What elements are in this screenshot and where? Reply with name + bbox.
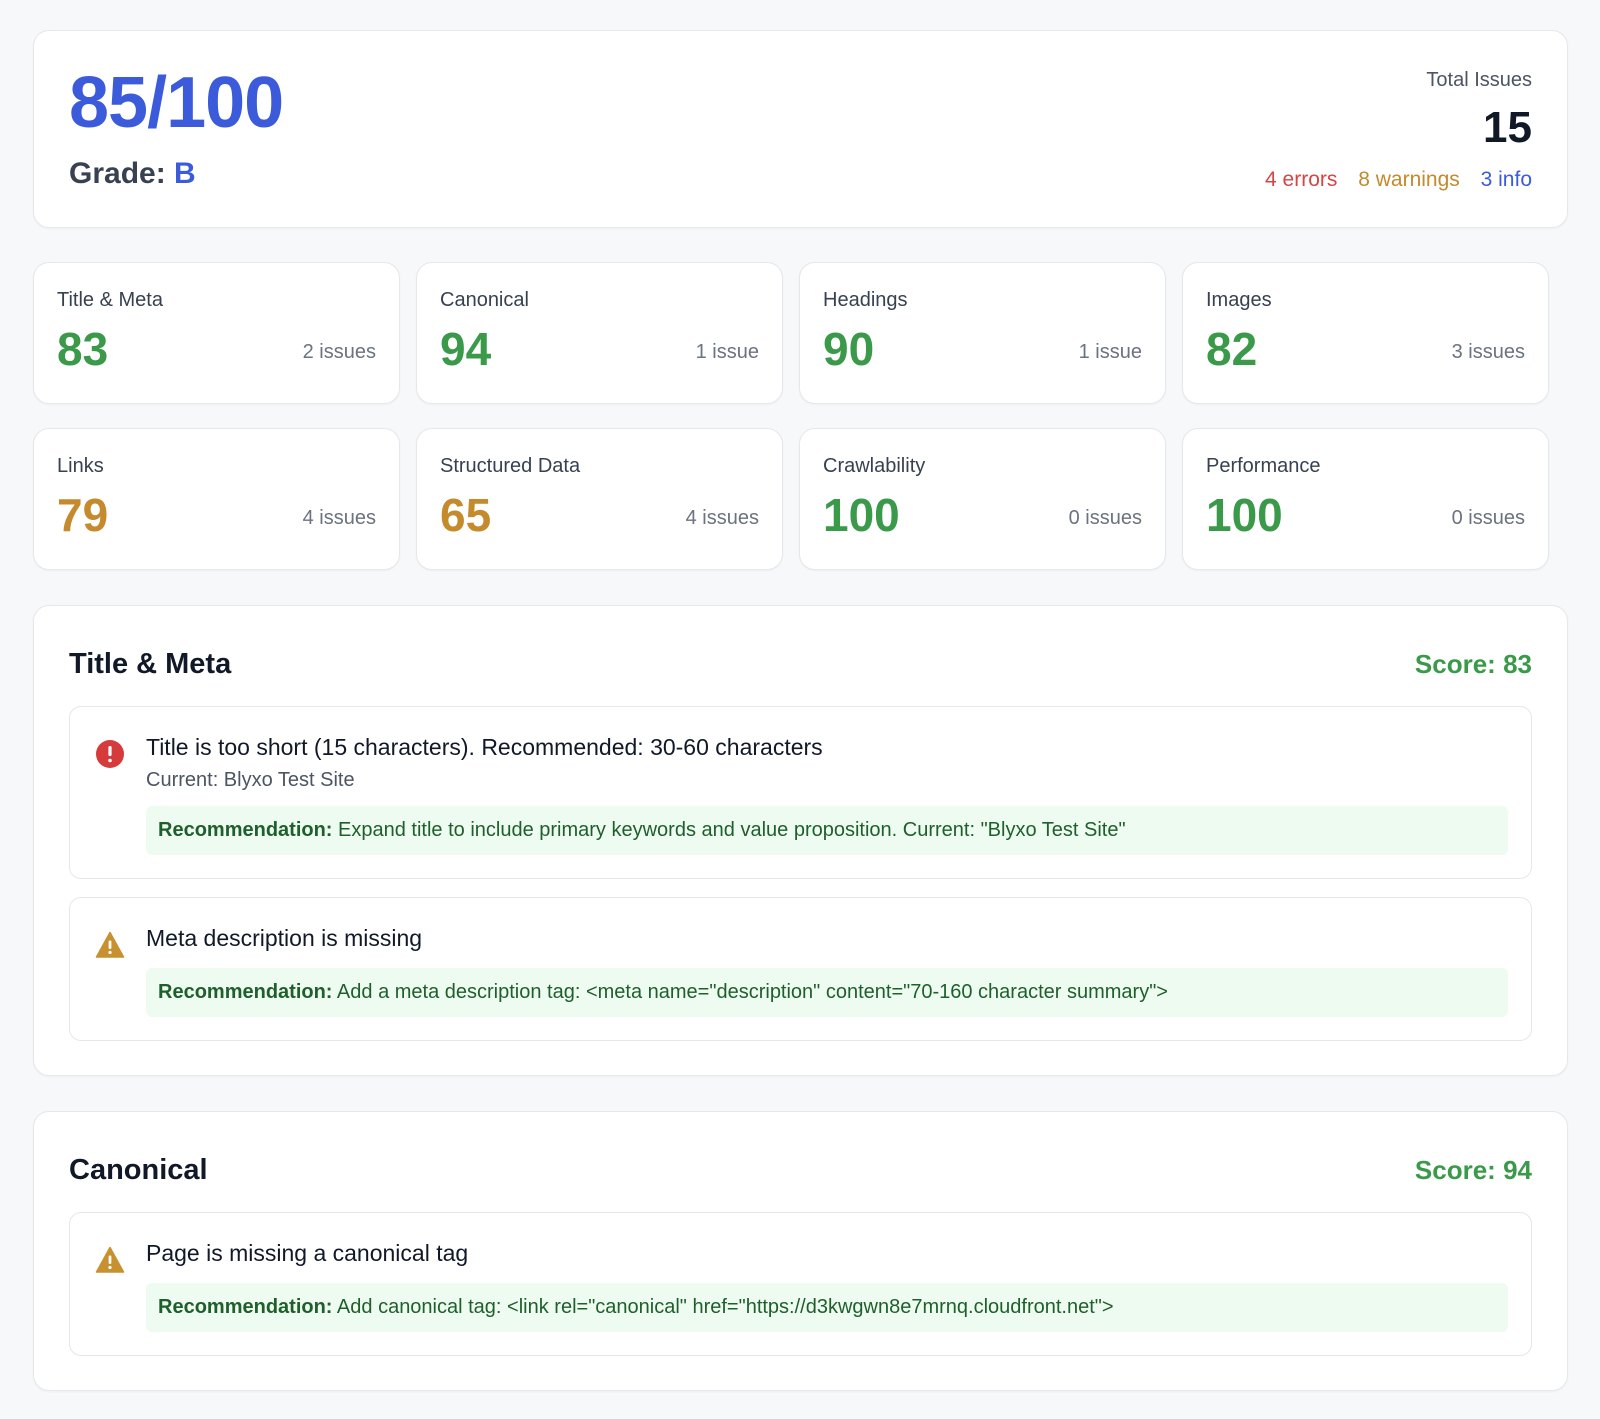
warning-icon [95,931,125,958]
grade-value: B [174,157,196,190]
category-issue-count: 0 issues [1068,507,1142,529]
issue-list: Page is missing a canonical tag Recommen… [69,1212,1532,1356]
recommendation-text: Add canonical tag: <link rel="canonical"… [332,1296,1114,1318]
category-issue-count: 4 issues [685,507,759,529]
recommendation-text: Add a meta description tag: <meta name="… [332,981,1168,1003]
category-issue-count: 4 issues [302,507,376,529]
section-header: Title & Meta Score: 83 [69,644,1532,684]
category-name: Headings [823,289,908,311]
warning-icon [95,1246,125,1273]
category-score: 94 [440,323,492,375]
category-score: 83 [57,323,109,375]
issue-message: Title is too short (15 characters). Reco… [146,734,823,760]
total-issues-label: Total Issues [1426,69,1532,91]
recommendation-text: Expand title to include primary keywords… [332,819,1126,841]
category-card-canonical[interactable]: Canonical 94 1 issue [416,262,783,404]
recommendation-box: Recommendation: Expand title to include … [146,806,1508,855]
grade: Grade: B [69,157,1532,191]
total-issues-count: 15 [1483,103,1532,152]
category-grid: Title & Meta 83 2 issues Canonical 94 1 … [33,262,1568,570]
category-name: Title & Meta [57,289,163,311]
issue-list: Title is too short (15 characters). Reco… [69,706,1532,1041]
category-name: Structured Data [440,455,581,477]
category-name: Links [57,455,104,477]
category-card-headings[interactable]: Headings 90 1 issue [799,262,1166,404]
recommendation-label: Recommendation: [158,819,333,841]
category-card-structured-data[interactable]: Structured Data 65 4 issues [416,428,783,570]
section-title: Canonical [69,1153,208,1186]
category-card-crawlability[interactable]: Crawlability 100 0 issues [799,428,1166,570]
category-score: 82 [1206,323,1258,375]
errors-count: 4 errors [1265,168,1338,191]
category-card-title-meta[interactable]: Title & Meta 83 2 issues [33,262,400,404]
recommendation-box: Recommendation: Add canonical tag: <link… [146,1283,1508,1332]
summary-card: 85/100 Grade: B Total Issues 15 4 errors… [33,30,1568,228]
category-score: 100 [1206,489,1283,541]
category-card-images[interactable]: Images 82 3 issues [1182,262,1549,404]
category-name: Images [1206,289,1272,311]
overall-score: 85/100 [69,63,284,143]
section-canonical: Canonical Score: 94 Page is missing a ca… [33,1111,1568,1391]
category-name: Performance [1206,455,1321,477]
info-count: 3 info [1480,168,1532,191]
issue-counts: 4 errors 8 warnings 3 info [1250,168,1532,192]
category-score: 100 [823,489,900,541]
issue-item: Page is missing a canonical tag Recommen… [69,1212,1532,1356]
category-card-performance[interactable]: Performance 100 0 issues [1182,428,1549,570]
category-score: 65 [440,489,492,541]
category-card-links[interactable]: Links 79 4 issues [33,428,400,570]
warnings-count: 8 warnings [1358,168,1460,191]
section-score: Score: 83 [1414,648,1532,679]
category-name: Canonical [440,289,529,311]
recommendation-box: Recommendation: Add a meta description t… [146,968,1508,1017]
error-icon [96,740,124,768]
category-issue-count: 1 issue [1078,341,1142,363]
issue-item: Title is too short (15 characters). Reco… [69,706,1532,879]
category-issue-count: 1 issue [695,341,759,363]
category-issue-count: 3 issues [1451,341,1525,363]
category-name: Crawlability [823,455,926,477]
issue-message: Page is missing a canonical tag [146,1240,469,1266]
section-score: Score: 94 [1414,1154,1532,1185]
section-header: Canonical Score: 94 [69,1150,1532,1190]
category-issue-count: 2 issues [302,341,376,363]
issue-current-value: Current: Blyxo Test Site [146,769,355,791]
recommendation-label: Recommendation: [158,1296,333,1318]
category-issue-count: 0 issues [1451,507,1525,529]
section-title: Title & Meta [69,647,232,680]
category-score: 90 [823,323,875,375]
grade-label: Grade: [69,157,175,190]
issue-item: Meta description is missing Recommendati… [69,897,1532,1041]
issue-message: Meta description is missing [146,925,423,951]
category-score: 79 [57,489,109,541]
section-title-meta: Title & Meta Score: 83 Title is too shor… [33,605,1568,1076]
total-issues-panel: Total Issues 15 4 errors 8 warnings 3 in… [1250,69,1532,192]
recommendation-label: Recommendation: [158,981,333,1003]
